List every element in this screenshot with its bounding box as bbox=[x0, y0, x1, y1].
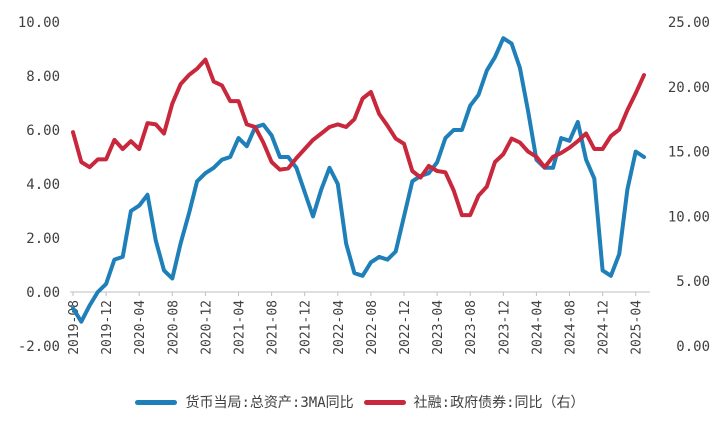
x-tick-label: 2020-04 bbox=[133, 300, 148, 355]
x-tick-label: 2023-08 bbox=[464, 300, 479, 355]
x-tick-label: 2022-04 bbox=[332, 300, 347, 355]
x-tick-label: 2020-12 bbox=[199, 300, 214, 355]
x-tick-label: 2022-12 bbox=[398, 300, 413, 355]
y-right-tick-label: 10.00 bbox=[668, 209, 710, 225]
series-line-government-bonds bbox=[71, 57, 646, 218]
y-left-tick-label: 10.00 bbox=[18, 15, 60, 31]
x-tick-label: 2023-12 bbox=[497, 300, 512, 355]
x-tick-label: 2021-08 bbox=[266, 300, 281, 355]
x-tick-label: 2024-12 bbox=[597, 300, 612, 355]
legend-swatch-government-bonds bbox=[363, 399, 406, 405]
legend-label-government-bonds: 社融:政府债券:同比（右） bbox=[413, 395, 585, 411]
y-right-tick-label: 0.00 bbox=[676, 339, 710, 355]
legend: 货币当局:总资产:3MA同比 社融:政府债券:同比（右） bbox=[0, 392, 720, 412]
x-tick-label: 2021-12 bbox=[299, 300, 314, 355]
y-left-tick-label: 2.00 bbox=[26, 231, 60, 247]
x-tick-label: 2024-04 bbox=[530, 300, 545, 355]
y-right-tick-label: 15.00 bbox=[668, 145, 710, 161]
legend-label-total-assets: 货币当局:总资产:3MA同比 bbox=[185, 395, 354, 411]
y-left-tick-label: -2.00 bbox=[18, 339, 60, 355]
y-left-tick-label: 4.00 bbox=[26, 177, 60, 193]
y-right-tick-label: 25.00 bbox=[668, 15, 710, 31]
x-tick-label: 2021-04 bbox=[233, 300, 248, 355]
y-left-tick-label: 8.00 bbox=[26, 69, 60, 85]
x-tick-label: 2025-04 bbox=[630, 300, 645, 355]
x-tick-label: 2024-08 bbox=[564, 300, 579, 355]
y-right-tick-label: 20.00 bbox=[668, 80, 710, 96]
y-left-tick-label: 0.00 bbox=[26, 285, 60, 301]
series-line-total-assets bbox=[71, 36, 646, 324]
axes: -2.00 0.00 2.00 4.00 6.00 8.00 10.00 0.00 5.00 10… bbox=[18, 15, 710, 355]
legend-item-total-assets: 货币当局:总资产:3MA同比 bbox=[135, 392, 354, 412]
legend-swatch-total-assets bbox=[135, 399, 178, 405]
x-tick-label: 2020-08 bbox=[166, 300, 181, 355]
x-tick-label: 2022-08 bbox=[365, 300, 380, 355]
x-tick-label: 2023-04 bbox=[431, 300, 446, 355]
y-right-tick-label: 5.00 bbox=[676, 274, 710, 290]
legend-item-government-bonds: 社融:政府债券:同比（右） bbox=[363, 392, 585, 412]
series-lines bbox=[71, 36, 646, 324]
y-left-tick-label: 6.00 bbox=[26, 123, 60, 139]
x-tick-label: 2019-12 bbox=[100, 300, 115, 355]
